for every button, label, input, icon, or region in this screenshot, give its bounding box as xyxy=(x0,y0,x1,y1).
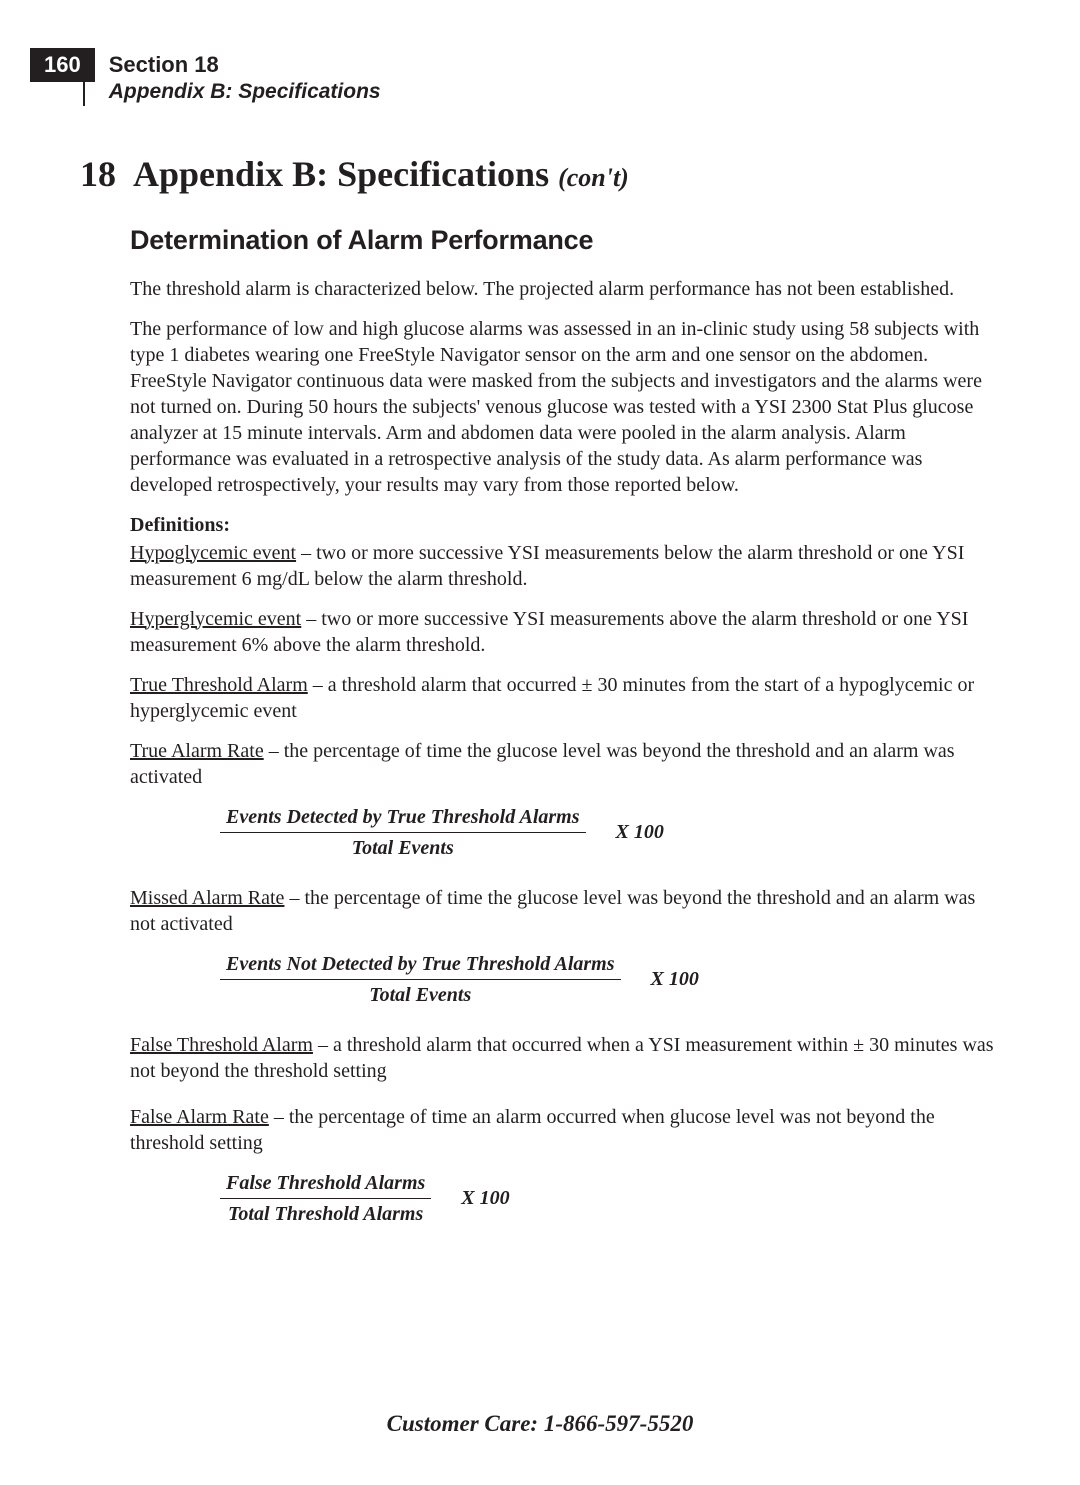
formula-false-alarm-rate: False Threshold Alarms Total Threshold A… xyxy=(220,1170,1000,1227)
def-true-rate: True Alarm Rate – the percentage of time… xyxy=(130,738,1000,790)
intro-paragraph-1: The threshold alarm is characterized bel… xyxy=(130,276,1000,302)
fraction-false-denominator: Total Threshold Alarms xyxy=(220,1199,431,1227)
main-title: 18 Appendix B: Specifications (con't) xyxy=(80,155,1000,195)
title-number: 18 xyxy=(80,155,116,195)
def-missed-rate-term: Missed Alarm Rate xyxy=(130,887,284,909)
formula-missed-alarm-rate: Events Not Detected by True Threshold Al… xyxy=(220,951,1000,1008)
header-text: Section 18 Appendix B: Specifications xyxy=(109,52,381,104)
formula-true-alarm-rate: Events Detected by True Threshold Alarms… xyxy=(220,804,1000,861)
title-cont: (con't) xyxy=(558,163,629,192)
intro-paragraph-2: The performance of low and high glucose … xyxy=(130,316,1000,498)
content-body: 18 Appendix B: Specifications (con't) De… xyxy=(80,155,1000,1251)
fraction-true-numerator: Events Detected by True Threshold Alarms xyxy=(220,804,586,833)
def-hyperglycemic-term: Hyperglycemic event xyxy=(130,608,301,630)
fraction-false-numerator: False Threshold Alarms xyxy=(220,1170,431,1199)
def-true-rate-term: True Alarm Rate xyxy=(130,740,264,762)
fraction-true-denominator: Total Events xyxy=(220,833,586,861)
def-hypoglycemic-term: Hypoglycemic event xyxy=(130,542,296,564)
body-text: The threshold alarm is characterized bel… xyxy=(130,276,1000,1227)
formula-missed-mult: X 100 xyxy=(651,966,699,992)
def-false-rate: False Alarm Rate – the percentage of tim… xyxy=(130,1104,1000,1156)
formula-false-mult: X 100 xyxy=(461,1185,509,1211)
subheading: Determination of Alarm Performance xyxy=(130,225,1000,256)
def-hyperglycemic: Hyperglycemic event – two or more succes… xyxy=(130,606,1000,658)
def-true-threshold: True Threshold Alarm – a threshold alarm… xyxy=(130,672,1000,724)
header-section-label: Section 18 xyxy=(109,52,381,78)
fraction-missed-denominator: Total Events xyxy=(220,980,621,1008)
header-rule xyxy=(83,50,85,106)
fraction-missed: Events Not Detected by True Threshold Al… xyxy=(220,951,621,1008)
definitions-label: Definitions: xyxy=(130,512,1000,538)
title-text: Appendix B: Specifications xyxy=(133,154,549,194)
fraction-true: Events Detected by True Threshold Alarms… xyxy=(220,804,586,861)
def-hypoglycemic: Hypoglycemic event – two or more success… xyxy=(130,540,1000,592)
def-false-rate-term: False Alarm Rate xyxy=(130,1106,269,1128)
fraction-false: False Threshold Alarms Total Threshold A… xyxy=(220,1170,431,1227)
page-number-box: 160 xyxy=(30,48,95,82)
formula-true-mult: X 100 xyxy=(616,819,664,845)
fraction-missed-numerator: Events Not Detected by True Threshold Al… xyxy=(220,951,621,980)
def-missed-rate: Missed Alarm Rate – the percentage of ti… xyxy=(130,885,1000,937)
header-appendix-label: Appendix B: Specifications xyxy=(109,80,381,104)
def-true-threshold-term: True Threshold Alarm xyxy=(130,674,308,696)
def-false-threshold: False Threshold Alarm – a threshold alar… xyxy=(130,1032,1000,1084)
def-false-threshold-term: False Threshold Alarm xyxy=(130,1034,313,1056)
footer-customer-care: Customer Care: 1-866-597-5520 xyxy=(0,1411,1080,1437)
